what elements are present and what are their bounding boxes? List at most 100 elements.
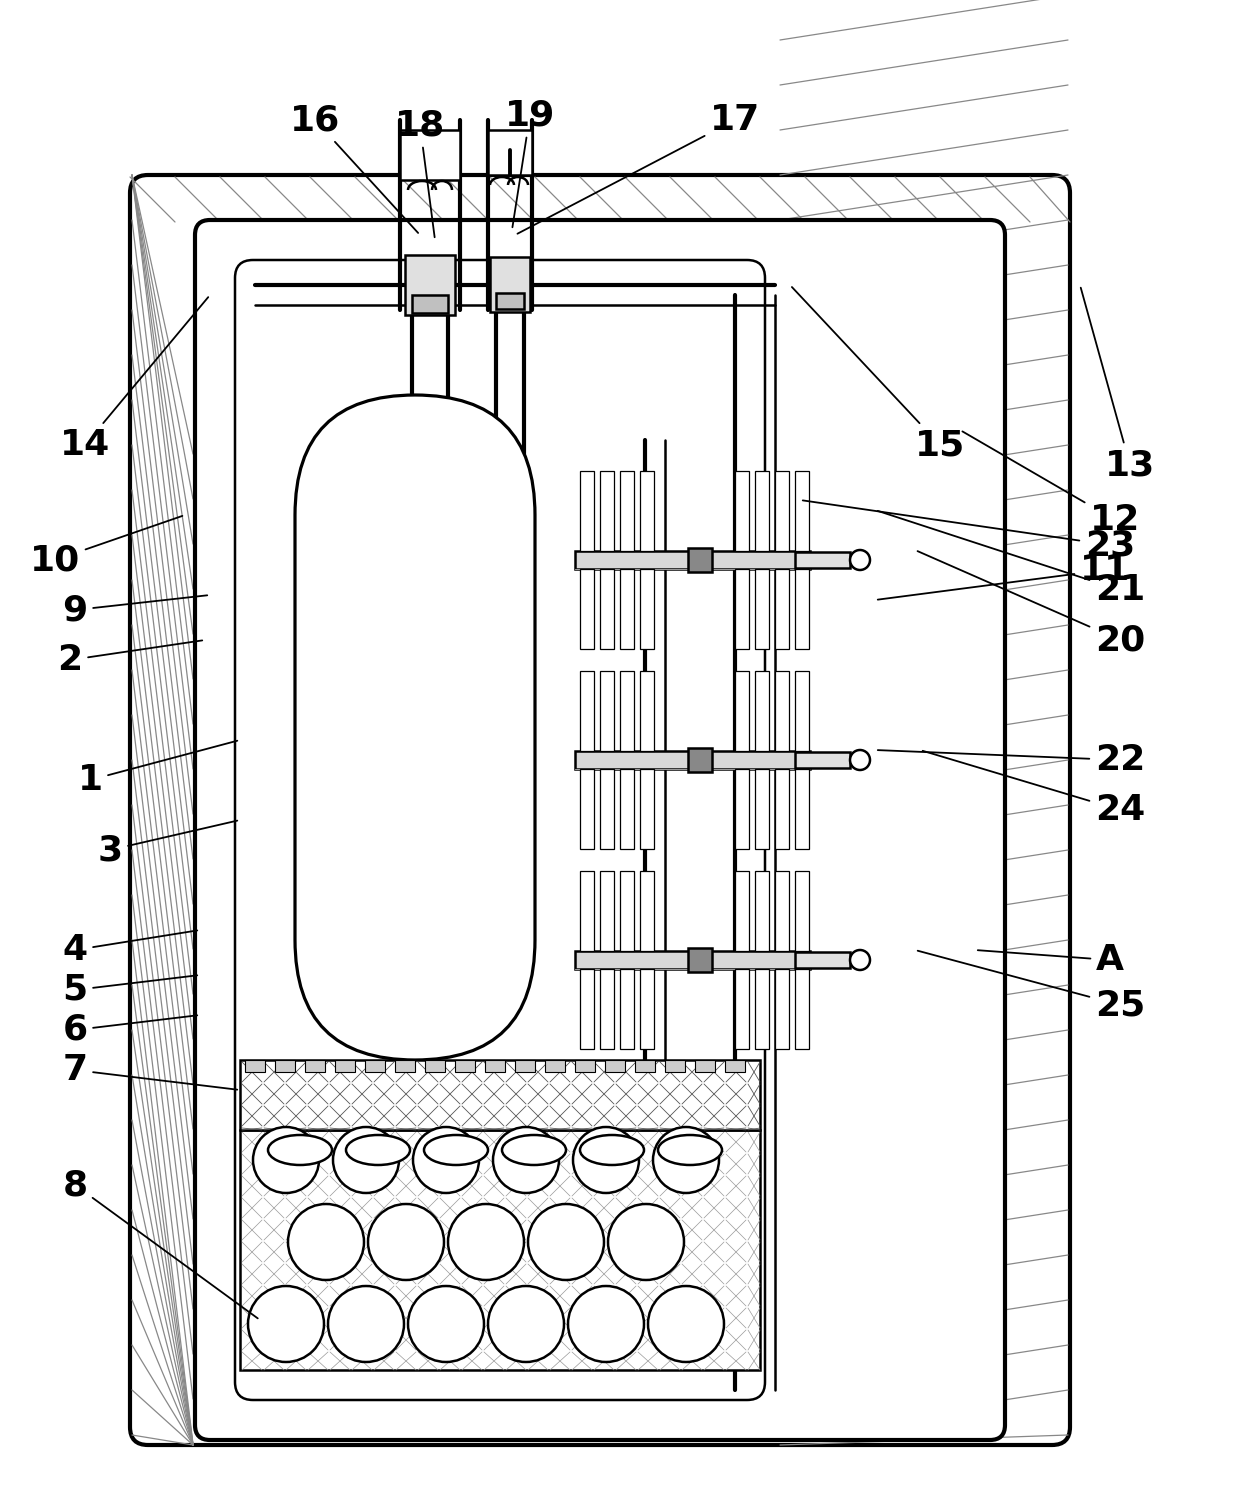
- Text: 3: 3: [98, 821, 237, 868]
- Bar: [694, 1060, 715, 1072]
- Circle shape: [448, 1204, 525, 1280]
- Bar: [489, 131, 532, 176]
- Bar: [795, 952, 849, 968]
- Bar: [775, 471, 789, 551]
- Circle shape: [248, 1286, 324, 1361]
- Bar: [600, 970, 614, 1049]
- Bar: [755, 970, 769, 1049]
- Bar: [335, 1060, 355, 1072]
- Bar: [620, 769, 634, 850]
- Bar: [735, 769, 749, 850]
- Bar: [620, 471, 634, 551]
- Bar: [600, 871, 614, 952]
- Text: 8: 8: [62, 1168, 258, 1318]
- Circle shape: [334, 1127, 399, 1193]
- Text: 12: 12: [962, 431, 1140, 537]
- Bar: [305, 1060, 325, 1072]
- Bar: [241, 1060, 760, 1130]
- Bar: [640, 769, 653, 850]
- Circle shape: [329, 1286, 404, 1361]
- Bar: [620, 871, 634, 952]
- Text: 5: 5: [62, 973, 197, 1007]
- Bar: [795, 970, 808, 1049]
- Bar: [775, 569, 789, 648]
- Bar: [735, 970, 749, 1049]
- Text: 2: 2: [57, 641, 202, 677]
- Bar: [775, 769, 789, 850]
- Bar: [635, 1060, 655, 1072]
- Bar: [575, 750, 810, 769]
- Bar: [575, 1060, 595, 1072]
- Circle shape: [573, 1127, 639, 1193]
- Bar: [735, 471, 749, 551]
- Bar: [600, 671, 614, 750]
- Bar: [580, 569, 594, 648]
- Bar: [620, 970, 634, 1049]
- Text: 16: 16: [290, 104, 418, 233]
- Text: 15: 15: [792, 287, 965, 462]
- Bar: [640, 471, 653, 551]
- Bar: [795, 671, 808, 750]
- Bar: [795, 552, 849, 567]
- Circle shape: [528, 1204, 604, 1280]
- Circle shape: [489, 1286, 564, 1361]
- Circle shape: [253, 1127, 319, 1193]
- Ellipse shape: [346, 1135, 410, 1165]
- Bar: [515, 1060, 534, 1072]
- Bar: [755, 471, 769, 551]
- Bar: [275, 1060, 295, 1072]
- Text: 24: 24: [923, 750, 1145, 827]
- Bar: [575, 551, 810, 569]
- Text: 20: 20: [918, 551, 1145, 657]
- Bar: [688, 747, 712, 772]
- Bar: [365, 1060, 384, 1072]
- Bar: [795, 471, 808, 551]
- Circle shape: [368, 1204, 444, 1280]
- Bar: [688, 949, 712, 973]
- Text: 18: 18: [394, 108, 445, 237]
- Bar: [735, 671, 749, 750]
- Circle shape: [288, 1204, 365, 1280]
- Text: 7: 7: [62, 1054, 237, 1090]
- Text: 10: 10: [30, 516, 182, 576]
- Bar: [640, 569, 653, 648]
- Text: 1: 1: [77, 740, 237, 797]
- Text: 11: 11: [878, 552, 1130, 599]
- Bar: [396, 1060, 415, 1072]
- Circle shape: [849, 950, 870, 970]
- Bar: [580, 769, 594, 850]
- Bar: [490, 257, 529, 312]
- Bar: [735, 871, 749, 952]
- Circle shape: [494, 1127, 559, 1193]
- Bar: [755, 769, 769, 850]
- Circle shape: [413, 1127, 479, 1193]
- Circle shape: [653, 1127, 719, 1193]
- Bar: [755, 671, 769, 750]
- Bar: [575, 952, 810, 970]
- Ellipse shape: [424, 1135, 489, 1165]
- Ellipse shape: [268, 1135, 332, 1165]
- Bar: [580, 970, 594, 1049]
- Bar: [775, 970, 789, 1049]
- Bar: [425, 1060, 445, 1072]
- Text: 17: 17: [517, 104, 760, 234]
- Bar: [455, 1060, 475, 1072]
- Circle shape: [568, 1286, 644, 1361]
- Bar: [735, 569, 749, 648]
- Bar: [485, 1060, 505, 1072]
- Bar: [755, 871, 769, 952]
- Bar: [605, 1060, 625, 1072]
- Text: 13: 13: [1081, 288, 1156, 482]
- Text: 19: 19: [505, 98, 556, 227]
- Bar: [620, 671, 634, 750]
- Bar: [640, 970, 653, 1049]
- Bar: [725, 1060, 745, 1072]
- Ellipse shape: [658, 1135, 722, 1165]
- Bar: [640, 871, 653, 952]
- FancyBboxPatch shape: [195, 221, 1004, 1439]
- Bar: [775, 871, 789, 952]
- Bar: [580, 471, 594, 551]
- Bar: [795, 769, 808, 850]
- FancyBboxPatch shape: [236, 260, 765, 1400]
- Text: 6: 6: [62, 1013, 197, 1048]
